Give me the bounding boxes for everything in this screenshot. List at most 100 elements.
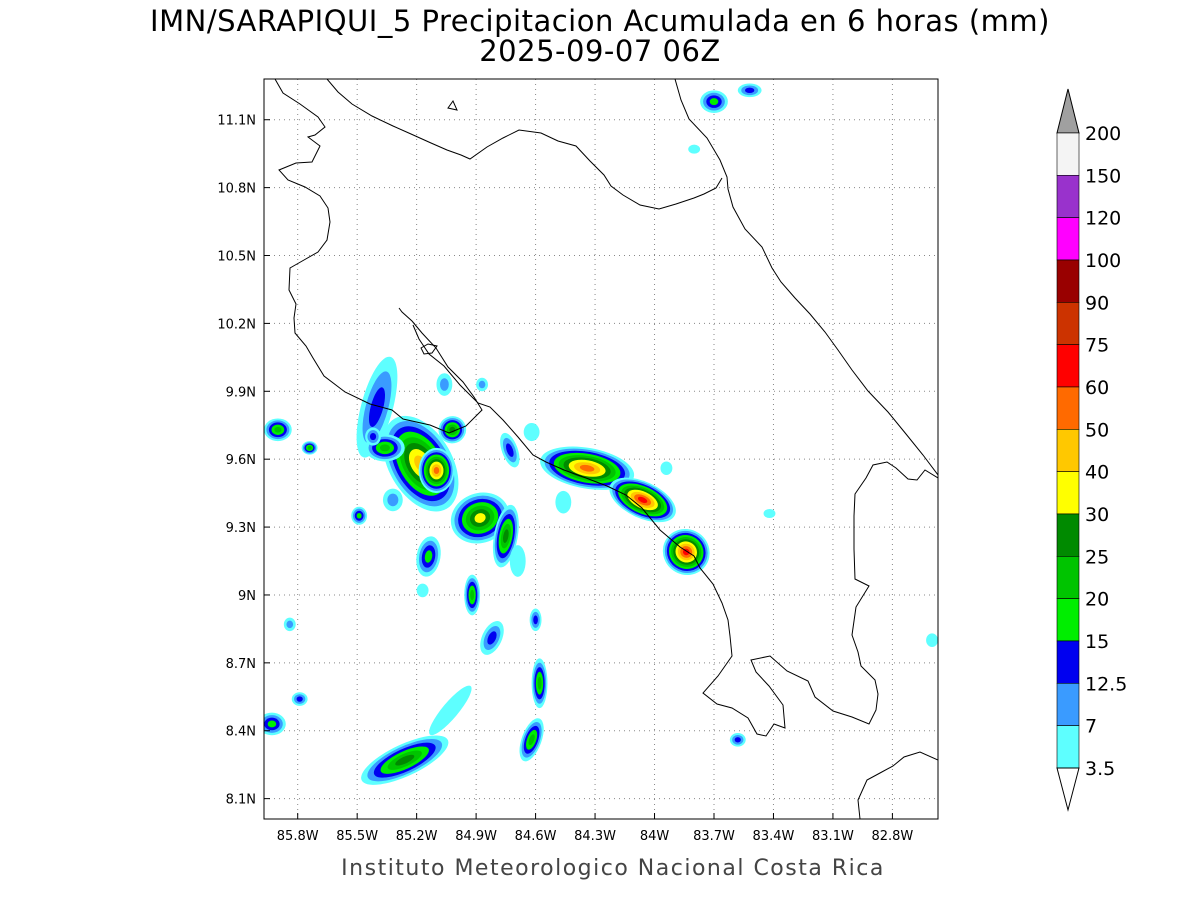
precip-cell	[429, 685, 472, 736]
precip-contour-20	[537, 676, 542, 690]
credit-footer: Instituto Meteorologico Nacional Costa R…	[341, 856, 885, 881]
lat-tick-label: 8.4N	[226, 725, 256, 740]
precip-cell	[700, 90, 728, 113]
precip-cell	[418, 447, 455, 494]
colorbar-label: 15	[1085, 631, 1109, 653]
precip-contour-12.5	[369, 432, 377, 441]
precip-contour-20	[307, 445, 312, 450]
precip-cell	[523, 422, 540, 442]
lon-tick-label: 83.4W	[753, 829, 795, 844]
precip-contour-7	[387, 493, 399, 507]
precip-contour-3.5	[660, 461, 673, 476]
lat-tick-label: 8.1N	[226, 793, 256, 808]
colorbar-label: 150	[1085, 165, 1121, 187]
colorbar-label: 60	[1085, 377, 1109, 399]
lon-tick-label: 85.2W	[396, 829, 438, 844]
precip-cell	[283, 617, 296, 632]
precip-contour-20	[379, 444, 390, 452]
coastline-nicaragua-pacific	[274, 79, 483, 434]
coastline-panama-south	[857, 751, 938, 819]
colorbar-segment	[1056, 725, 1080, 769]
precip-contour-3.5	[763, 508, 776, 519]
precip-contour-15	[356, 512, 362, 519]
precip-cell	[382, 488, 403, 512]
colorbar-segment	[1056, 513, 1080, 557]
axis-ticks: 85.8W 85.5W 85.2W 84.9W 84.6W 84.3W 84W 83.7W 83…	[217, 114, 913, 844]
colorbar-label: 7	[1085, 716, 1097, 738]
precip-cell	[555, 490, 572, 514]
colorbar-segment	[1056, 386, 1080, 430]
colorbar-segment	[1056, 259, 1080, 303]
precip-contour-25	[503, 529, 509, 543]
precip-contour-20	[528, 734, 535, 746]
precip-cell	[509, 545, 526, 577]
precip-cell	[519, 718, 544, 762]
lon-tick-label: 84.9W	[455, 829, 497, 844]
precip-cell	[688, 144, 701, 154]
colorbar-segment	[1056, 682, 1080, 726]
map-subtitle: 2025-09-07 06Z	[479, 34, 721, 68]
precip-contour-20	[470, 589, 475, 601]
precip-contour-50	[433, 467, 440, 474]
precipitation-field	[264, 83, 938, 785]
precip-contour-3.5	[429, 685, 472, 736]
colorbar-label: 100	[1085, 250, 1121, 272]
island-chira	[420, 343, 438, 355]
lon-tick-label: 84W	[640, 829, 670, 844]
precip-cell	[416, 583, 429, 598]
coastline-layer	[274, 79, 938, 819]
precip-contour-12.5	[533, 615, 538, 625]
precip-contour-12.5	[368, 387, 386, 427]
colorbar: 3.5 7 12.5 15 20 25 30 40 50 60 75 90 100 120 150 200	[1056, 88, 1127, 812]
lat-tick-label: 9.6N	[226, 453, 256, 468]
lon-tick-label: 85.5W	[336, 829, 378, 844]
precip-contour-3.5	[555, 490, 572, 514]
colorbar-label: 50	[1085, 419, 1109, 441]
precip-cell	[737, 83, 762, 98]
precip-cell	[450, 492, 510, 544]
precip-cell	[662, 528, 710, 575]
precip-cell	[531, 658, 548, 709]
lat-tick-label: 10.2N	[217, 317, 256, 332]
lat-tick-label: 11.1N	[217, 114, 256, 129]
precip-cell	[416, 536, 441, 577]
colorbar-label: 25	[1085, 546, 1109, 568]
precip-cell	[476, 377, 489, 392]
lon-tick-label: 82.8W	[871, 829, 913, 844]
precip-contour-3.5	[926, 633, 938, 648]
lat-tick-label: 9.3N	[226, 521, 256, 536]
colorbar-under-arrow	[1056, 767, 1080, 812]
colorbar-segment	[1056, 175, 1080, 218]
colorbar-segment	[1056, 132, 1080, 176]
colorbar-segment	[1056, 598, 1080, 642]
precip-contour-60	[637, 496, 648, 504]
lat-tick-label: 10.5N	[217, 250, 256, 265]
colorbar-label: 12.5	[1085, 673, 1127, 695]
precip-cell	[926, 633, 938, 648]
lon-tick-label: 83.1W	[812, 829, 854, 844]
colorbar-label: 200	[1085, 123, 1121, 145]
precip-cell	[291, 692, 308, 706]
precip-contour-25	[395, 754, 415, 766]
colorbar-segment	[1056, 640, 1080, 684]
colorbar-segment	[1056, 471, 1080, 515]
precip-cell	[264, 712, 286, 736]
precip-cell	[301, 441, 318, 455]
colorbar-label: 20	[1085, 589, 1109, 611]
lon-tick-label: 84.3W	[574, 829, 616, 844]
precip-contour-7	[478, 380, 486, 389]
colorbar-segment	[1056, 429, 1080, 472]
precip-contour-12.5	[296, 696, 303, 702]
precip-cell	[540, 446, 635, 490]
island-ometepe	[447, 99, 458, 111]
precip-cell	[660, 461, 673, 476]
precip-contour-30	[474, 513, 486, 523]
precip-contour-12.5	[506, 443, 514, 457]
precip-contour-3.5	[416, 583, 429, 598]
precip-contour-7	[286, 620, 294, 629]
precip-cell	[480, 621, 504, 655]
colorbar-label: 30	[1085, 504, 1109, 526]
coastline-caribbean	[674, 79, 938, 476]
lon-tick-label: 84.6W	[515, 829, 557, 844]
